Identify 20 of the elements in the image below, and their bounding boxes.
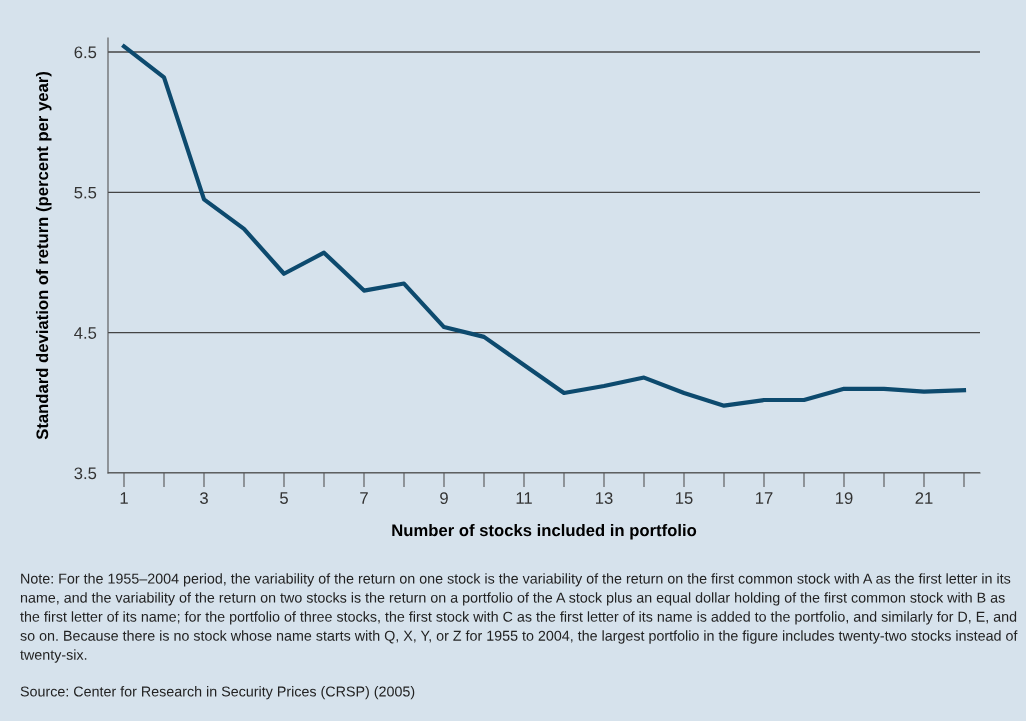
text: Note: For the 1955–2004 period, the variability of the return on one stock is the variability of the return on the first common stock with A as the first letter in its name, and the variability of the return on two stocks is the return on a portfolio of the A stock plus an equal dollar holding of the first common stock with B as the first letter of its name; for the portfolio of three stocks, the first stock with C as the first letter of its name is added to the portfolio, and similarly for D, E, and so on. Because there is no stock whose name starts with Q, X, Y, or Z for 1955 to 2004, the largest portfolio in the figure includes twenty-two stocks instead of twenty-six.: [20, 573, 1018, 663]
x-tick-label: 7: [360, 492, 368, 504]
x-tick-label: 17: [756, 492, 773, 504]
y-tick-label: 3.5: [74, 467, 97, 480]
x-tick-label: 1: [120, 492, 128, 504]
x-tick-label: 21: [915, 492, 933, 504]
source-note: Source: Center for Research in Security Prices (CRSP) (2005): [20, 686, 415, 700]
y-axis-title: Standard deviation of return (percent per year): [35, 72, 52, 440]
x-tick-label: 13: [596, 492, 613, 504]
x-tick-label: 15: [676, 492, 693, 504]
line-series: [121, 44, 967, 408]
x-tick-label: 3: [200, 492, 208, 504]
y-tick-label: 6.5: [74, 46, 97, 59]
x-tick-label: 11: [516, 492, 532, 504]
x-tick-label: 5: [280, 492, 288, 504]
y-tick-label: 4.5: [74, 327, 97, 339]
x-axis-title: Number of stocks included in portfolio: [392, 523, 697, 540]
x-tick-label: 9: [440, 492, 448, 504]
y-tick-label: 5.5: [74, 186, 97, 199]
x-tick-label: 19: [836, 492, 853, 504]
